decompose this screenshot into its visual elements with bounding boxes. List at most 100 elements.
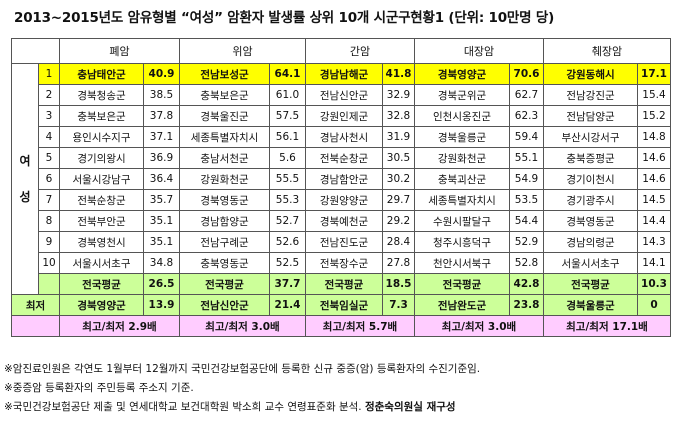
region-cell: 천안시서북구	[414, 252, 510, 274]
avg-label: 전국평균	[179, 273, 270, 295]
region-cell: 전북장수군	[305, 252, 383, 274]
rate-cell: 55.5	[269, 168, 306, 190]
rate-cell: 35.7	[143, 189, 180, 211]
lowest-value: 23.8	[509, 294, 544, 316]
lowest-value: 21.4	[269, 294, 306, 316]
rate-cell: 52.9	[509, 231, 544, 253]
region-cell: 인천시옹진군	[414, 105, 510, 127]
lowest-row: 최저 경북영양군 13.9 전남신안군 21.4 전북임실군 7.3 전남완도군 23.8 경북울…	[11, 294, 671, 316]
rate-cell: 57.5	[269, 105, 306, 127]
ratio-blank	[11, 315, 60, 337]
region-cell: 경기광주시	[543, 189, 638, 211]
region-cell: 경남함양군	[179, 210, 270, 232]
col-header: 위암	[179, 38, 306, 64]
rate-cell: 31.9	[382, 126, 415, 148]
rate-cell: 52.6	[269, 231, 306, 253]
rate-cell: 5.6	[269, 147, 306, 169]
region-cell: 강원화천군	[414, 147, 510, 169]
col-header: 췌장암	[543, 38, 671, 64]
rank-cell: 10	[38, 252, 60, 274]
region-cell: 충북증평군	[543, 147, 638, 169]
region-cell: 경북영양군	[414, 63, 510, 85]
table-row: 여 성 1 충남태안군 40.9 전남보성군 64.1 경남남해군 41.8 경북영양군 70.6 강…	[11, 63, 671, 295]
rate-cell: 14.4	[637, 210, 671, 232]
rank-cell: 5	[38, 147, 60, 169]
region-cell: 경남남해군	[305, 63, 383, 85]
region-cell: 경남함안군	[305, 168, 383, 190]
rate-cell: 55.3	[269, 189, 306, 211]
region-cell: 세종특별자치시	[179, 126, 270, 148]
table-row: 9 경북영천시 35.1 전남구례군 52.6 전남진도군 28.4 청주시흥덕구 52.9 경남…	[12, 231, 671, 253]
region-cell: 경남사천시	[305, 126, 383, 148]
region-cell: 경북울릉군	[414, 126, 510, 148]
lowest-value: 0	[637, 294, 671, 316]
lowest-region: 전남완도군	[414, 294, 510, 316]
rate-cell: 29.2	[382, 210, 415, 232]
page-title: 2013~2015년도 암유형별 “여성” 암환자 발생률 상위 10개 시군구…	[14, 10, 555, 26]
rate-cell: 14.5	[637, 189, 671, 211]
region-cell: 경북울진군	[179, 105, 270, 127]
rate-cell: 37.8	[143, 105, 180, 127]
rate-cell: 64.1	[269, 63, 306, 85]
rate-cell: 35.1	[143, 231, 180, 253]
rank-cell: 1	[38, 63, 60, 85]
header-blank	[11, 38, 60, 64]
col-header: 대장암	[414, 38, 544, 64]
rate-cell: 27.8	[382, 252, 415, 274]
rate-cell: 14.8	[637, 126, 671, 148]
avg-rank-blank	[38, 273, 60, 295]
region-cell: 경북청송군	[59, 84, 144, 106]
rate-cell: 37.1	[143, 126, 180, 148]
table-row: 10 서울시서초구 34.8 충북영동군 52.5 전북장수군 27.8 천안시서북구 52.8…	[12, 252, 671, 274]
lowest-label: 최저	[11, 294, 60, 316]
region-cell: 경북영천시	[59, 231, 144, 253]
lowest-value: 7.3	[382, 294, 415, 316]
region-cell: 충북괴산군	[414, 168, 510, 190]
footnote: ※중증암 등록환자의 주민등록 주소지 기준.	[4, 382, 194, 394]
rank-cell: 9	[38, 231, 60, 253]
rate-cell: 54.4	[509, 210, 544, 232]
rate-cell: 34.8	[143, 252, 180, 274]
region-cell: 충북보은군	[179, 84, 270, 106]
region-cell: 전남진도군	[305, 231, 383, 253]
rate-cell: 52.5	[269, 252, 306, 274]
ratio-cell: 최고/최저 2.9배	[59, 315, 180, 337]
region-cell: 전남구례군	[179, 231, 270, 253]
region-cell: 세종특별자치시	[414, 189, 510, 211]
rate-cell: 30.5	[382, 147, 415, 169]
table-row: 3 충북보은군 37.8 경북울진군 57.5 강원인제군 32.8 인천시옹진군 62.3 전남…	[12, 105, 671, 127]
region-cell: 용인시수지구	[59, 126, 144, 148]
rate-cell: 17.1	[637, 63, 671, 85]
rank-cell: 8	[38, 210, 60, 232]
region-cell: 충남태안군	[59, 63, 144, 85]
avg-value: 42.8	[509, 273, 544, 295]
region-cell: 전남강진군	[543, 84, 638, 106]
rate-cell: 14.1	[637, 252, 671, 274]
region-cell: 충남서천군	[179, 147, 270, 169]
avg-value: 37.7	[269, 273, 306, 295]
region-cell: 경북예천군	[305, 210, 383, 232]
rate-cell: 40.9	[143, 63, 180, 85]
ratio-row: 최고/최저 2.9배 최고/최저 3.0배 최고/최저 5.7배 최고/최저 3.0배…	[11, 315, 671, 337]
region-cell: 청주시흥덕구	[414, 231, 510, 253]
ratio-cell: 최고/최저 17.1배	[543, 315, 671, 337]
region-cell: 충북보은군	[59, 105, 144, 127]
col-header: 폐암	[59, 38, 180, 64]
table-row: 2 경북청송군 38.5 충북보은군 61.0 전남신안군 32.9 경북군위군 62.7 전남강…	[12, 84, 671, 106]
footnote: ※암진료인원은 각연도 1월부터 12월까지 국민건강보험공단에 등록한 신규 …	[4, 363, 481, 375]
ratio-cell: 최고/최저 5.7배	[305, 315, 415, 337]
footnote: ※국민건강보험공단 제출 및 연세대학교 보건대학원 박소희 교수 연령표준화 …	[4, 398, 480, 417]
rate-cell: 62.7	[509, 84, 544, 106]
rate-cell: 52.8	[509, 252, 544, 274]
table-row: 7 전북순창군 35.7 경북영동군 55.3 강원양양군 29.7 세종특별자치시 53.5 경…	[12, 189, 671, 211]
avg-label: 전국평균	[305, 273, 383, 295]
footnote-text: ※국민건강보험공단 제출 및 연세대학교 보건대학원 박소희 교수 연령표준화 …	[4, 401, 362, 413]
rate-cell: 38.5	[143, 84, 180, 106]
rate-cell: 14.6	[637, 147, 671, 169]
table-row: 8 전북부안군 35.1 경남함양군 52.7 경북예천군 29.2 수원시팔달구 54.4 경북…	[12, 210, 671, 232]
region-cell: 강원인제군	[305, 105, 383, 127]
rate-cell: 36.4	[143, 168, 180, 190]
region-cell: 전북순창군	[305, 147, 383, 169]
region-cell: 전북부안군	[59, 210, 144, 232]
